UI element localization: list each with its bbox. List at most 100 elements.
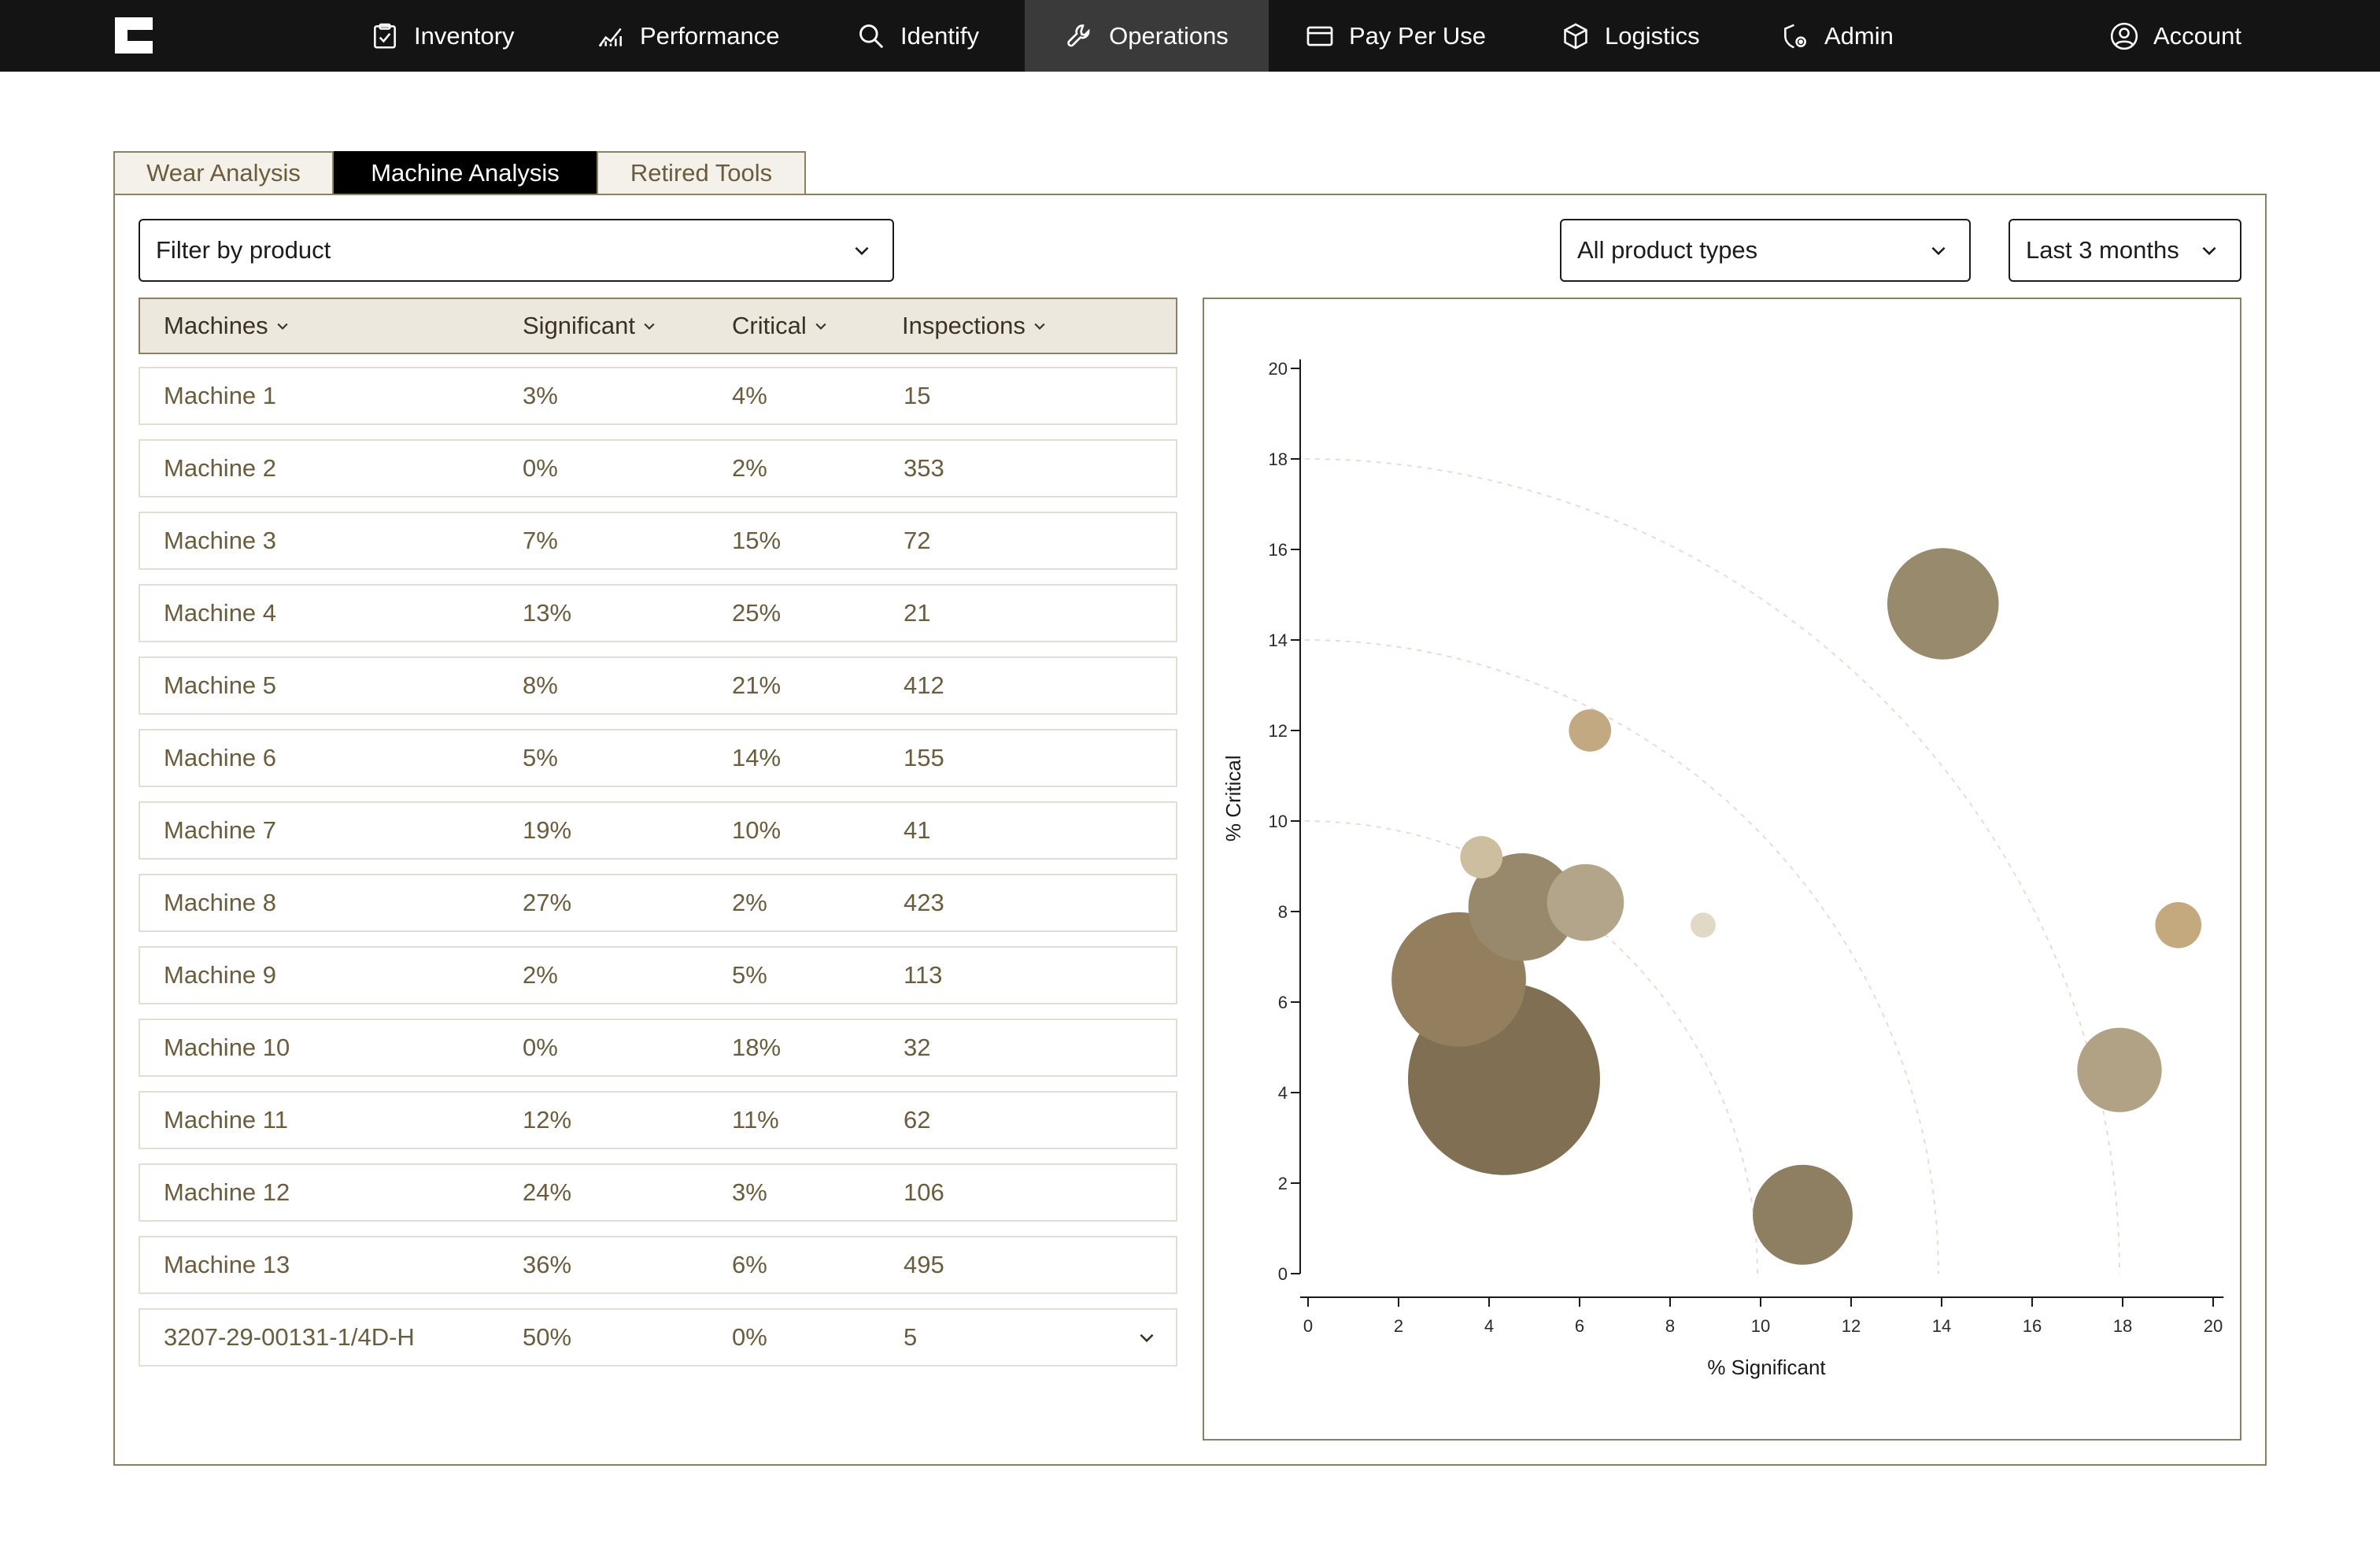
table-row[interactable]: Machine 1 3% 4% 15: [139, 367, 1177, 425]
bubble-point: [2155, 901, 2202, 949]
x-tick-label: 12: [1842, 1316, 1861, 1336]
product-types-select[interactable]: All product types: [1560, 219, 1971, 282]
account-button[interactable]: Account: [2109, 0, 2241, 72]
nav-item-operations[interactable]: Operations: [1025, 0, 1269, 72]
column-header-inspections[interactable]: Inspections: [902, 299, 1048, 353]
time-range-select[interactable]: Last 3 months: [2009, 219, 2241, 282]
table-row[interactable]: 3207-29-00131-1/4D-H 50% 0% 5: [139, 1308, 1177, 1367]
bubble-point: [1887, 548, 1999, 660]
column-header-label: Significant: [523, 312, 636, 339]
column-header-machines[interactable]: Machines: [164, 299, 290, 353]
significant-cell: 7%: [523, 527, 558, 554]
x-tick-label: 8: [1665, 1316, 1675, 1336]
table-row[interactable]: Machine 11 12% 11% 62: [139, 1091, 1177, 1149]
machine-cell: Machine 8: [164, 889, 277, 916]
account-label: Account: [2153, 21, 2242, 50]
table-row[interactable]: Machine 7 19% 10% 41: [139, 801, 1177, 860]
machine-cell: Machine 13: [164, 1251, 290, 1278]
table-row[interactable]: Machine 6 5% 14% 155: [139, 729, 1177, 787]
y-tick-label: 6: [1278, 993, 1288, 1012]
table-row[interactable]: Machine 2 0% 2% 353: [139, 439, 1177, 497]
search-icon: [859, 24, 884, 48]
chevron-down-icon: [815, 323, 826, 330]
y-tick-label: 4: [1278, 1083, 1288, 1103]
column-header-label: Inspections: [902, 312, 1026, 339]
column-header-significant[interactable]: Significant: [523, 299, 657, 353]
x-tick-label: 0: [1303, 1316, 1313, 1336]
table-row[interactable]: Machine 12 24% 3% 106: [139, 1163, 1177, 1222]
critical-cell: 0%: [732, 1323, 767, 1351]
significant-cell: 3%: [523, 382, 558, 409]
nav-item-admin[interactable]: Admin: [1780, 0, 1894, 72]
table-row[interactable]: Machine 3 7% 15% 72: [139, 512, 1177, 570]
nav-item-logistics[interactable]: Logistics: [1561, 0, 1700, 72]
y-tick-label: 12: [1269, 721, 1288, 741]
x-tick-label: 10: [1751, 1316, 1770, 1336]
tab-retired-tools[interactable]: Retired Tools: [597, 151, 806, 194]
tab-wear-analysis[interactable]: Wear Analysis: [113, 151, 334, 194]
x-tick-label: 6: [1575, 1316, 1584, 1336]
table-row[interactable]: Machine 5 8% 21% 412: [139, 656, 1177, 715]
significant-cell: 5%: [523, 744, 558, 771]
y-tick-label: 0: [1278, 1264, 1288, 1284]
x-tick-label: 18: [2113, 1316, 2132, 1336]
critical-cell: 18%: [732, 1034, 782, 1061]
table-row[interactable]: Machine 9 2% 5% 113: [139, 946, 1177, 1004]
chevron-down-icon: [2202, 246, 2216, 256]
nav-item-inventory[interactable]: Inventory: [370, 0, 515, 72]
machine-cell: Machine 9: [164, 961, 277, 989]
nav-item-label: Inventory: [414, 21, 515, 50]
inspections-cell: 32: [904, 1034, 931, 1061]
column-header-critical[interactable]: Critical: [732, 299, 829, 353]
chevron-down-icon: [644, 323, 655, 330]
inspections-cell: 412: [904, 671, 944, 699]
chart-line-icon: [598, 28, 622, 46]
y-tick-label: 18: [1269, 449, 1288, 469]
product-types-value: All product types: [1577, 236, 1758, 264]
significant-cell: 24%: [523, 1178, 572, 1206]
reference-arc: [1304, 639, 1939, 1274]
machine-cell: Machine 7: [164, 816, 277, 844]
critical-cell: 6%: [732, 1251, 767, 1278]
credit-card-icon: [1306, 26, 1333, 46]
column-header-label: Machines: [164, 312, 268, 339]
nav-item-label: Identify: [900, 21, 979, 50]
table-row[interactable]: Machine 8 27% 2% 423: [139, 874, 1177, 932]
expand-row-chevron-icon[interactable]: [1136, 1327, 1157, 1348]
bubble-point: [1753, 1164, 1853, 1265]
machine-cell: Machine 10: [164, 1034, 290, 1061]
significant-cell: 0%: [523, 1034, 558, 1061]
nav-item-label: Operations: [1109, 21, 1229, 50]
significant-cell: 0%: [523, 454, 558, 482]
critical-cell: 15%: [732, 527, 782, 554]
inspections-cell: 21: [904, 599, 931, 627]
bubble-point: [2077, 1027, 2162, 1112]
inspections-cell: 113: [904, 961, 943, 989]
critical-cell: 5%: [732, 961, 767, 989]
brand-logo-icon[interactable]: [110, 13, 157, 58]
product-filter-select[interactable]: Filter by product: [139, 219, 894, 282]
table-row[interactable]: Machine 4 13% 25% 21: [139, 584, 1177, 642]
machine-cell: Machine 4: [164, 599, 277, 627]
critical-cell: 2%: [732, 454, 767, 482]
inspections-cell: 353: [904, 454, 944, 482]
critical-cell: 4%: [732, 382, 767, 409]
nav-item-pay-per-use[interactable]: Pay Per Use: [1305, 0, 1486, 72]
significant-cell: 19%: [523, 816, 572, 844]
bubble-point: [1691, 912, 1716, 938]
machine-cell: Machine 3: [164, 527, 277, 554]
table-row[interactable]: Machine 10 0% 18% 32: [139, 1019, 1177, 1077]
nav-item-performance[interactable]: Performance: [596, 0, 779, 72]
tab-machine-analysis[interactable]: Machine Analysis: [334, 151, 597, 194]
nav-item-identify[interactable]: Identify: [856, 0, 979, 72]
critical-cell: 2%: [732, 889, 767, 916]
critical-cell: 10%: [732, 816, 782, 844]
machine-cell: Machine 6: [164, 744, 277, 771]
time-range-value: Last 3 months: [2026, 236, 2179, 264]
x-tick-label: 20: [2204, 1316, 2223, 1336]
critical-cell: 25%: [732, 599, 782, 627]
nav-item-label: Logistics: [1605, 21, 1700, 50]
y-tick-label: 20: [1269, 359, 1288, 379]
table-row[interactable]: Machine 13 36% 6% 495: [139, 1236, 1177, 1294]
product-filter-value: Filter by product: [156, 236, 331, 264]
